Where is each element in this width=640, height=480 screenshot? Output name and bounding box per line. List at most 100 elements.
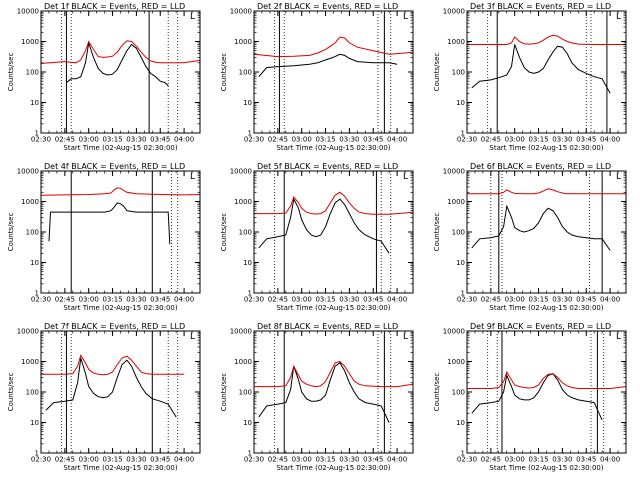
- x-axis-label: Start Time (02-Aug-15 02:30:00): [276, 464, 390, 472]
- series-line-events: [258, 53, 398, 78]
- x-tick-label: 03:45: [363, 296, 383, 304]
- y-tick-label: 1: [461, 130, 465, 138]
- x-tick-label: 04:00: [600, 136, 620, 144]
- y-tick-label: 100: [452, 69, 465, 77]
- x-tick-label: 03:15: [102, 296, 122, 304]
- y-tick-label: 10000: [230, 328, 252, 336]
- chart-panel-1: Det 1f BLACK = Events, RED = LLD L 1 10 100 1…: [7, 2, 201, 152]
- chart-title: Det 3f BLACK = Events, RED = LLD: [470, 2, 611, 11]
- x-tick-label: 02:45: [55, 456, 75, 464]
- x-tick-label: 03:00: [79, 136, 99, 144]
- y-tick-label: 10000: [17, 328, 39, 336]
- chart-title: Det 7f BLACK = Events, RED = LLD: [44, 322, 185, 331]
- y-tick-label: 10: [30, 99, 39, 107]
- y-tick-label: 10: [243, 259, 252, 267]
- corner-mark: L: [403, 332, 408, 342]
- x-tick-label: 03:45: [363, 456, 383, 464]
- x-tick-label: 03:30: [126, 456, 146, 464]
- x-axis-label: Start Time (02-Aug-15 02:30:00): [276, 144, 390, 152]
- x-tick-label: 02:45: [55, 136, 75, 144]
- x-tick-label: 02:45: [55, 296, 75, 304]
- y-tick-label: 10000: [230, 168, 252, 176]
- plot-frame: [40, 170, 201, 294]
- y-tick-label: 10: [456, 419, 465, 427]
- x-tick-label: 03:00: [79, 296, 99, 304]
- y-axis-label: Counts/sec: [220, 213, 228, 252]
- x-tick-label: 03:15: [315, 296, 335, 304]
- x-tick-label: 02:30: [31, 296, 51, 304]
- chart-panel-7: Det 7f BLACK = Events, RED = LLD L 1 10 100 1…: [7, 322, 201, 472]
- series-line-lld: [467, 188, 626, 195]
- y-tick-label: 1: [35, 450, 39, 458]
- corner-mark: L: [190, 12, 195, 22]
- corner-mark: L: [616, 12, 621, 22]
- chart-title: Det 2f BLACK = Events, RED = LLD: [257, 2, 398, 11]
- x-tick-label: 04:00: [174, 136, 194, 144]
- y-tick-label: 10000: [443, 168, 465, 176]
- chart-title: Det 5f BLACK = Events, RED = LLD: [257, 162, 398, 171]
- y-tick-label: 1: [461, 450, 465, 458]
- plot-frame: [466, 330, 627, 454]
- corner-mark: L: [616, 172, 621, 182]
- plot-frame: [253, 170, 414, 294]
- chart-panel-6: Det 6f BLACK = Events, RED = LLD L 1 10 100 1…: [433, 162, 627, 312]
- chart-panel-3: Det 3f BLACK = Events, RED = LLD L 1 10 100 1…: [433, 2, 627, 152]
- y-tick-label: 1: [248, 450, 252, 458]
- y-tick-label: 10: [243, 419, 252, 427]
- x-tick-label: 03:00: [505, 456, 525, 464]
- y-tick-label: 1000: [21, 38, 39, 46]
- y-tick-label: 1000: [21, 198, 39, 206]
- x-tick-label: 02:30: [244, 296, 264, 304]
- x-tick-label: 03:45: [150, 136, 170, 144]
- x-axis-label: Start Time (02-Aug-15 02:30:00): [63, 464, 177, 472]
- series-line-lld: [40, 187, 201, 196]
- x-tick-label: 02:30: [457, 136, 477, 144]
- y-axis-label: Counts/sec: [7, 373, 15, 412]
- x-tick-label: 02:45: [268, 136, 288, 144]
- series-line-lld: [253, 36, 414, 58]
- plot-frame: [253, 10, 414, 134]
- series-line-events: [48, 202, 171, 245]
- x-tick-label: 03:30: [339, 456, 359, 464]
- x-tick-label: 04:00: [174, 456, 194, 464]
- series-line-events: [471, 44, 611, 94]
- x-tick-label: 02:45: [268, 456, 288, 464]
- x-tick-label: 02:45: [481, 296, 501, 304]
- x-tick-label: 03:30: [339, 296, 359, 304]
- x-tick-label: 03:30: [339, 136, 359, 144]
- x-tick-label: 03:00: [79, 456, 99, 464]
- y-tick-label: 1: [35, 290, 39, 298]
- y-axis-label: Counts/sec: [433, 53, 441, 92]
- y-tick-label: 1: [461, 290, 465, 298]
- x-tick-label: 03:00: [505, 136, 525, 144]
- x-tick-label: 02:45: [481, 136, 501, 144]
- chart-title: Det 6f BLACK = Events, RED = LLD: [470, 162, 611, 171]
- plot-frame: [253, 330, 414, 454]
- x-tick-label: 03:30: [552, 456, 572, 464]
- corner-mark: L: [403, 172, 408, 182]
- y-tick-label: 10000: [17, 8, 39, 16]
- y-tick-label: 10: [30, 259, 39, 267]
- y-tick-label: 100: [26, 69, 39, 77]
- x-tick-label: 04:00: [600, 296, 620, 304]
- y-tick-label: 10000: [17, 168, 39, 176]
- x-tick-label: 02:30: [31, 456, 51, 464]
- x-tick-label: 03:00: [292, 296, 312, 304]
- chart-panel-8: Det 8f BLACK = Events, RED = LLD L 1 10 100 1…: [220, 322, 414, 472]
- x-tick-label: 03:30: [552, 136, 572, 144]
- y-axis-label: Counts/sec: [220, 373, 228, 412]
- y-axis-label: Counts/sec: [220, 53, 228, 92]
- y-tick-label: 1: [248, 130, 252, 138]
- x-tick-label: 03:45: [150, 296, 170, 304]
- y-tick-label: 100: [239, 229, 252, 237]
- x-axis-label: Start Time (02-Aug-15 02:30:00): [489, 464, 603, 472]
- y-tick-label: 1000: [234, 198, 252, 206]
- y-tick-label: 10000: [230, 8, 252, 16]
- x-tick-label: 03:15: [528, 136, 548, 144]
- x-tick-label: 03:15: [102, 136, 122, 144]
- chart-panel-2: Det 2f BLACK = Events, RED = LLD L 1 10 100 1…: [220, 2, 414, 152]
- x-tick-label: 04:00: [387, 296, 407, 304]
- chart-title: Det 8f BLACK = Events, RED = LLD: [257, 322, 398, 331]
- y-tick-label: 10: [243, 99, 252, 107]
- x-tick-label: 02:30: [457, 296, 477, 304]
